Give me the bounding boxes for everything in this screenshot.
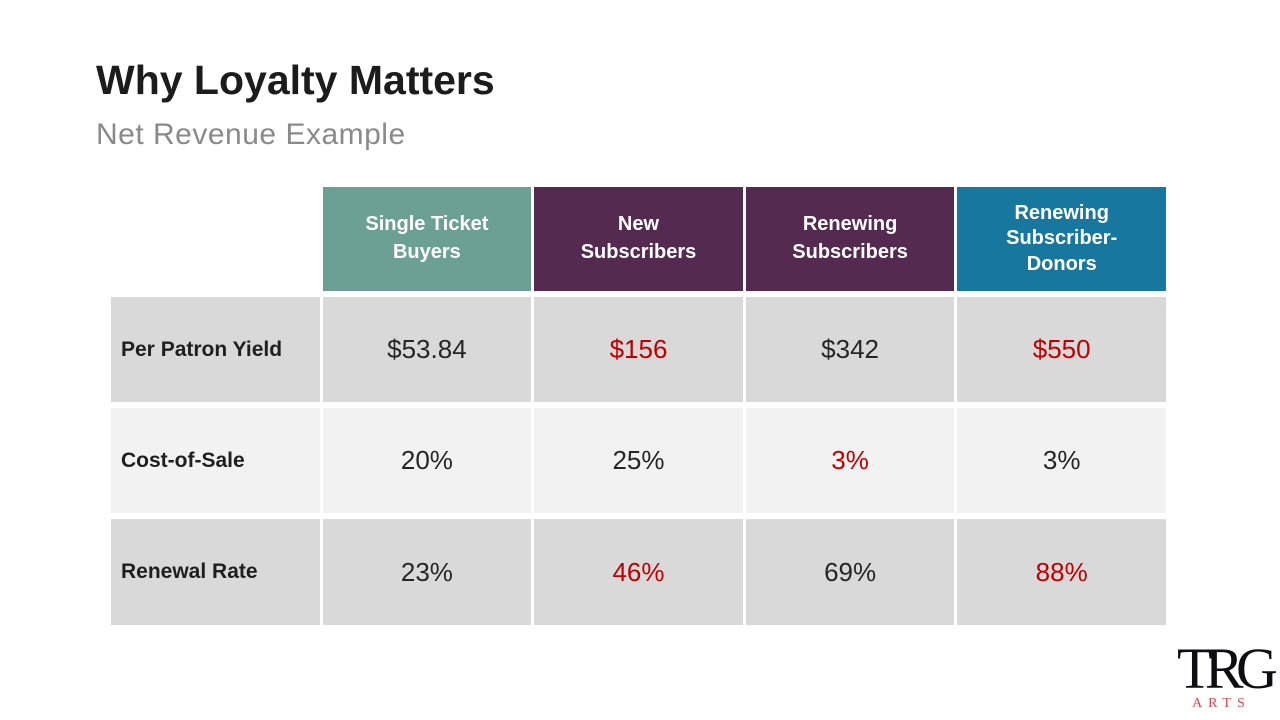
table-cell: 23% <box>322 519 532 625</box>
column-header-new-subscribers: New Subscribers <box>534 187 743 291</box>
header-line: Buyers <box>392 241 461 263</box>
net-revenue-table: Single Ticket Buyers New Subscribers Ren… <box>111 187 1166 627</box>
table-cell: 3% <box>745 408 955 513</box>
header-line: Renewing <box>1014 201 1109 224</box>
header-line: Single Ticket <box>365 213 489 236</box>
table-corner-spacer <box>111 187 320 291</box>
trg-logo-word: ARTS <box>1192 696 1251 711</box>
page-title: Why Loyalty Matters <box>96 57 495 103</box>
table-cell: 25% <box>534 408 743 513</box>
table-cell: 46% <box>534 519 743 625</box>
header-line: Subscriber- <box>1006 227 1118 250</box>
header-line: Subscribers <box>792 241 908 263</box>
row-label-cost-of-sale: Cost-of-Sale <box>111 408 320 513</box>
header-line: Renewing <box>802 213 898 236</box>
table-cell: 69% <box>745 519 955 625</box>
header-line: Subscribers <box>580 241 697 263</box>
table-cell: $156 <box>534 297 743 402</box>
table-cell: $53.84 <box>322 297 532 402</box>
column-header-single-ticket-buyers: Single Ticket Buyers <box>322 187 532 291</box>
table-cell: $342 <box>745 297 955 402</box>
row-label-renewal-rate: Renewal Rate <box>111 519 320 625</box>
table-cell: 88% <box>957 519 1166 625</box>
header-line: Donors <box>1026 252 1097 275</box>
page-subtitle: Net Revenue Example <box>96 118 406 151</box>
table-cell: 3% <box>957 408 1166 513</box>
table-cell: $550 <box>957 297 1166 402</box>
trg-arts-logo: TRG ARTS <box>1177 635 1278 712</box>
column-header-renewing-subscribers: Renewing Subscribers <box>745 187 955 291</box>
row-label-per-patron-yield: Per Patron Yield <box>111 297 320 402</box>
column-header-renewing-subscriber-donors: Renewing Subscriber- Donors <box>957 187 1166 291</box>
table-cell: 20% <box>322 408 532 513</box>
trg-logo-mark: TRG <box>1177 635 1278 701</box>
header-line: New <box>617 213 660 236</box>
